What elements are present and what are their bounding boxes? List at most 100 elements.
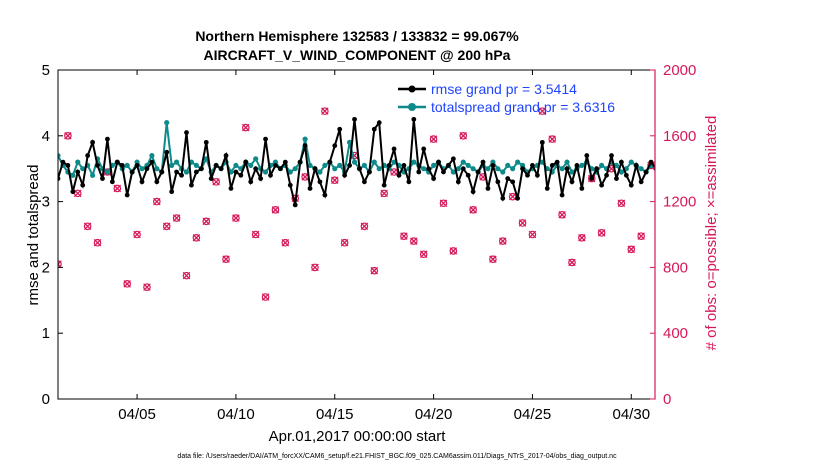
obs-possible-point <box>360 222 369 231</box>
rmse-point <box>549 163 555 168</box>
rmse-point <box>381 182 387 188</box>
totalspread-point <box>460 159 466 165</box>
obs-assimilated-point <box>747 236 754 243</box>
totalspread-point <box>450 169 456 175</box>
obs-possible-point <box>83 222 92 231</box>
rmse-point <box>198 166 204 172</box>
totalspread-point <box>124 162 130 169</box>
totalspread-point <box>737 166 742 171</box>
obs-assimilated-point <box>212 178 220 186</box>
rmse-point <box>223 153 229 158</box>
rmse-point <box>352 116 357 122</box>
y-right-tick-label: 2000 <box>663 62 696 79</box>
obs-assimilated-point <box>330 176 339 184</box>
legend-swatch-spread <box>398 103 426 111</box>
rmse-point <box>154 179 160 185</box>
totalspread-point <box>470 166 476 172</box>
obs-assimilated-point <box>162 222 171 231</box>
rmse-point <box>203 139 209 145</box>
obs-possible-point <box>93 238 102 247</box>
obs-assimilated-point <box>370 266 379 275</box>
obs-possible-point <box>251 230 260 239</box>
obs-possible-point <box>568 258 576 267</box>
obs-assimilated-point <box>281 238 290 247</box>
obs-possible-point <box>617 199 626 208</box>
totalspread-point <box>80 166 86 172</box>
rmse-point <box>58 176 61 181</box>
totalspread-point <box>164 120 170 126</box>
obs-possible-point <box>637 232 645 240</box>
totalspread-point <box>732 160 737 165</box>
totalspread-point <box>302 136 308 142</box>
rmse-point <box>100 176 105 181</box>
obs-possible-point <box>548 135 557 143</box>
totalspread-point <box>253 156 259 162</box>
obs-possible-point <box>143 283 151 291</box>
totalspread-point <box>747 163 752 168</box>
rmse-point <box>277 166 283 172</box>
rmse-point <box>743 160 748 165</box>
totalspread-point <box>307 162 313 169</box>
obs-assimilated-point <box>459 132 468 140</box>
obs-assimilated-point <box>321 107 329 115</box>
obs-assimilated-point <box>123 280 131 288</box>
totalspread-point <box>169 162 175 169</box>
rmse-point <box>747 173 752 178</box>
rmse-point <box>411 116 417 122</box>
totalspread-point <box>757 160 762 165</box>
totalspread-point <box>361 162 368 169</box>
rmse-point <box>228 186 234 191</box>
rmse-point <box>327 159 333 165</box>
totalspread-point <box>658 160 663 165</box>
obs-assimilated-point <box>360 222 369 231</box>
rmse-point <box>164 149 170 155</box>
rmse-point <box>144 166 150 172</box>
rmse-point <box>337 126 343 132</box>
rmse-point <box>520 166 525 172</box>
obs-possible-point <box>311 263 319 272</box>
totalspread-point <box>599 162 605 169</box>
rmse-point <box>827 176 830 181</box>
totalspread-point <box>723 163 728 168</box>
obs-assimilated-point <box>340 238 349 247</box>
rmse-point <box>797 160 802 165</box>
rmse-point <box>648 159 654 165</box>
totalspread-point <box>58 152 61 159</box>
obs-assimilated-point <box>271 206 280 214</box>
obs-possible-point <box>182 271 191 280</box>
rmse-point <box>396 172 402 178</box>
totalspread-point <box>376 166 382 172</box>
totalspread-point <box>569 169 575 175</box>
rmse-point <box>446 163 451 168</box>
rmse-point <box>258 176 264 181</box>
totalspread-point <box>371 159 377 165</box>
rmse-point <box>589 176 595 181</box>
obs-assimilated-point <box>449 247 458 255</box>
obs-assimilated-point <box>380 189 388 198</box>
plot-background <box>58 70 655 399</box>
rmse-point <box>772 179 777 184</box>
obs-possible-point <box>222 255 230 263</box>
totalspread-point <box>70 172 76 178</box>
totalspread-point <box>802 166 807 171</box>
rmse-point <box>525 172 530 178</box>
totalspread-point <box>693 169 698 174</box>
chart-title-line1: Northern Hemisphere 132583 / 133832 = 99… <box>195 28 519 44</box>
totalspread-point <box>455 166 461 172</box>
rmse-point <box>322 192 328 198</box>
rmse-point <box>95 163 100 168</box>
obs-possible-point <box>727 179 733 185</box>
y-left-tick-label: 5 <box>42 62 50 79</box>
rmse-point <box>678 179 683 184</box>
obs-assimilated-point <box>133 230 141 239</box>
obs-assimilated-point <box>826 248 830 255</box>
rmse-point <box>539 139 545 145</box>
rmse-point <box>263 136 268 142</box>
obs-assimilated-point <box>816 231 823 238</box>
obs-assimilated-point <box>518 219 527 227</box>
obs-assimilated-point <box>172 214 181 222</box>
obs-possible-point <box>58 260 62 268</box>
totalspread-point <box>421 166 427 172</box>
y-right-tick-label: 1600 <box>663 128 696 145</box>
obs-possible-point <box>766 170 772 176</box>
